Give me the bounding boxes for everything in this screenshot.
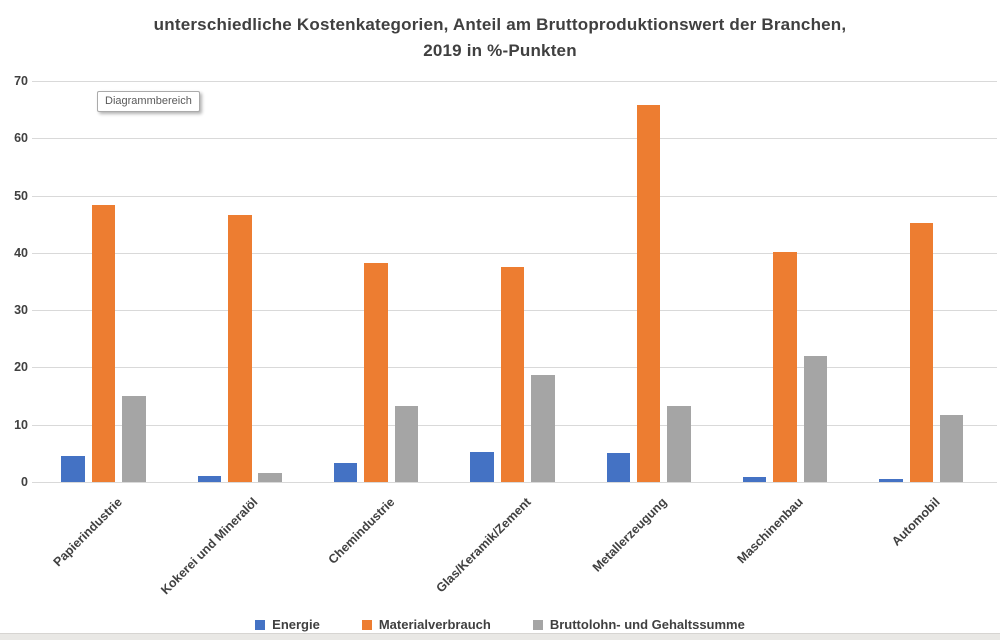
y-axis-label-70: 70 xyxy=(14,74,28,88)
gridline-40 xyxy=(32,252,997,254)
bar-energie-metallerzeugung[interactable] xyxy=(606,453,631,482)
bar-energie-kokerei-und-mineralöl[interactable] xyxy=(197,476,222,482)
bar-energie-chemindustrie[interactable] xyxy=(333,462,358,482)
legend: Energie Materialverbrauch Bruttolohn- und … xyxy=(0,617,1000,632)
bar-materialverbrauch-automobil[interactable] xyxy=(909,222,934,482)
gridline-0 xyxy=(32,482,997,483)
x-axis-label-kokerei-und-mineralöl: Kokerei und Mineralöl xyxy=(158,495,261,598)
y-axis-label-10: 10 xyxy=(14,417,28,432)
legend-item-bruttolohn-und-gehaltssumme[interactable]: Bruttolohn- und Gehaltssumme xyxy=(532,617,745,632)
y-axis-label-20: 20 xyxy=(14,360,28,375)
bar-energie-glas-keramik-zement[interactable] xyxy=(470,452,494,482)
x-axis-label-papierindustrie: Papierindustrie xyxy=(50,495,125,570)
chart-title-line1: unterschiedliche Kostenkategorien, Antei… xyxy=(153,15,847,34)
gridline-70 xyxy=(32,81,997,82)
bar-bruttolohn-und-gehaltssumme-papierindustrie[interactable] xyxy=(122,396,146,482)
gridline-50 xyxy=(32,195,997,197)
y-axis-label-0: 0 xyxy=(21,475,28,489)
gridline-60 xyxy=(32,138,997,140)
legend-item-materialverbrauch[interactable]: Materialverbrauch xyxy=(361,617,491,632)
legend-item-energie[interactable]: Energie xyxy=(255,617,320,632)
y-axis-label-50: 50 xyxy=(14,188,28,203)
bar-bruttolohn-und-gehaltssumme-metallerzeugung[interactable] xyxy=(667,406,691,482)
x-axis-label-metallerzeugung: Metallerzeugung xyxy=(589,495,670,575)
legend-swatch-icon xyxy=(255,619,266,630)
legend-swatch-icon xyxy=(361,619,372,630)
window-bottom-edge xyxy=(0,633,1000,640)
bar-bruttolohn-und-gehaltssumme-maschinenbau[interactable] xyxy=(803,355,828,482)
bar-materialverbrauch-papierindustrie[interactable] xyxy=(91,205,116,482)
bar-materialverbrauch-maschinenbau[interactable] xyxy=(773,251,797,482)
bar-bruttolohn-und-gehaltssumme-glas-keramik-zement[interactable] xyxy=(531,374,555,482)
bar-energie-maschinenbau[interactable] xyxy=(742,477,767,482)
bar-energie-papierindustrie[interactable] xyxy=(61,456,85,482)
chart-title: unterschiedliche Kostenkategorien, Antei… xyxy=(0,12,1000,64)
y-axis-label-40: 40 xyxy=(14,245,28,260)
bar-bruttolohn-und-gehaltssumme-chemindustrie[interactable] xyxy=(394,406,419,482)
legend-swatch-icon xyxy=(532,619,543,630)
chart-area-tooltip: Diagrammbereich xyxy=(97,91,200,112)
x-axis-label-glas-keramik-zement: Glas/Keramik/Zement xyxy=(433,495,534,596)
bar-materialverbrauch-glas-keramik-zement[interactable] xyxy=(500,266,525,482)
bar-bruttolohn-und-gehaltssumme-automobil[interactable] xyxy=(939,414,964,482)
plot-area[interactable] xyxy=(32,81,997,483)
bar-bruttolohn-und-gehaltssumme-kokerei-und-mineralöl[interactable] xyxy=(258,472,282,482)
y-axis-label-30: 30 xyxy=(14,303,28,318)
x-axis-label-chemindustrie: Chemindustrie xyxy=(325,495,398,567)
bar-materialverbrauch-chemindustrie[interactable] xyxy=(364,262,388,482)
bar-energie-automobil[interactable] xyxy=(879,479,903,482)
legend-label: Materialverbrauch xyxy=(378,617,491,632)
x-axis-label-maschinenbau: Maschinenbau xyxy=(734,495,806,567)
legend-label: Bruttolohn- und Gehaltssumme xyxy=(549,617,745,632)
bar-materialverbrauch-kokerei-und-mineralöl[interactable] xyxy=(228,215,252,482)
y-axis-label-60: 60 xyxy=(14,131,28,146)
x-axis-label-automobil: Automobil xyxy=(888,495,943,549)
bar-materialverbrauch-metallerzeugung[interactable] xyxy=(636,105,661,482)
legend-label: Energie xyxy=(272,617,320,632)
chart-title-line2: 2019 in %-Punkten xyxy=(423,41,577,60)
